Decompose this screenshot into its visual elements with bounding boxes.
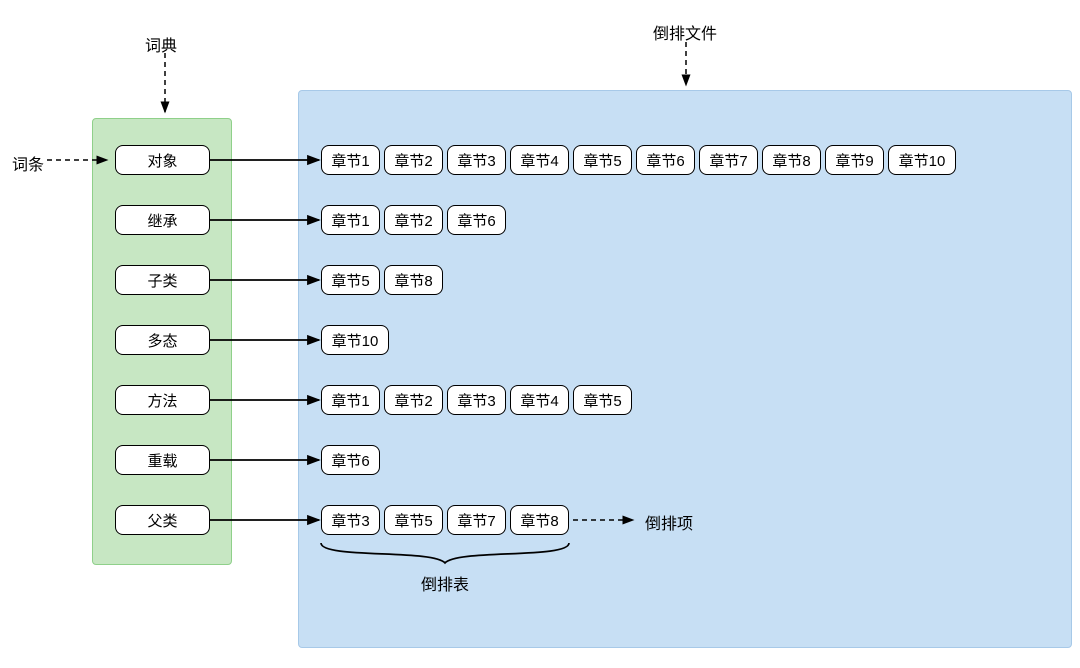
term-box: 重载 [115,445,210,475]
chapter-box: 章节6 [447,205,506,235]
chapter-box: 章节10 [321,325,389,355]
chapter-box: 章节10 [888,145,956,175]
chapter-box: 章节3 [321,505,380,535]
chapter-box: 章节1 [321,205,380,235]
term-box: 父类 [115,505,210,535]
chapter-box: 章节2 [384,385,443,415]
posting-item-label: 倒排项 [645,510,693,534]
term-box: 子类 [115,265,210,295]
chapter-box: 章节5 [573,145,632,175]
file-title: 倒排文件 [653,20,717,44]
chapter-box: 章节6 [321,445,380,475]
chapter-box: 章节7 [699,145,758,175]
entry-label: 词条 [12,151,44,175]
chapter-box: 章节1 [321,145,380,175]
chapter-box: 章节5 [573,385,632,415]
chapter-box: 章节3 [447,145,506,175]
chapter-box: 章节2 [384,145,443,175]
chapter-box: 章节4 [510,385,569,415]
term-box: 对象 [115,145,210,175]
chapter-box: 章节5 [321,265,380,295]
chapter-box: 章节9 [825,145,884,175]
chapter-box: 章节5 [384,505,443,535]
chapter-box: 章节3 [447,385,506,415]
chapter-box: 章节8 [384,265,443,295]
chapter-box: 章节7 [447,505,506,535]
chapter-box: 章节4 [510,145,569,175]
chapter-box: 章节2 [384,205,443,235]
chapter-box: 章节8 [510,505,569,535]
posting-list-label: 倒排表 [421,571,469,595]
chapter-box: 章节6 [636,145,695,175]
dict-title: 词典 [145,32,177,56]
term-box: 方法 [115,385,210,415]
chapter-box: 章节8 [762,145,821,175]
term-box: 继承 [115,205,210,235]
term-box: 多态 [115,325,210,355]
chapter-box: 章节1 [321,385,380,415]
